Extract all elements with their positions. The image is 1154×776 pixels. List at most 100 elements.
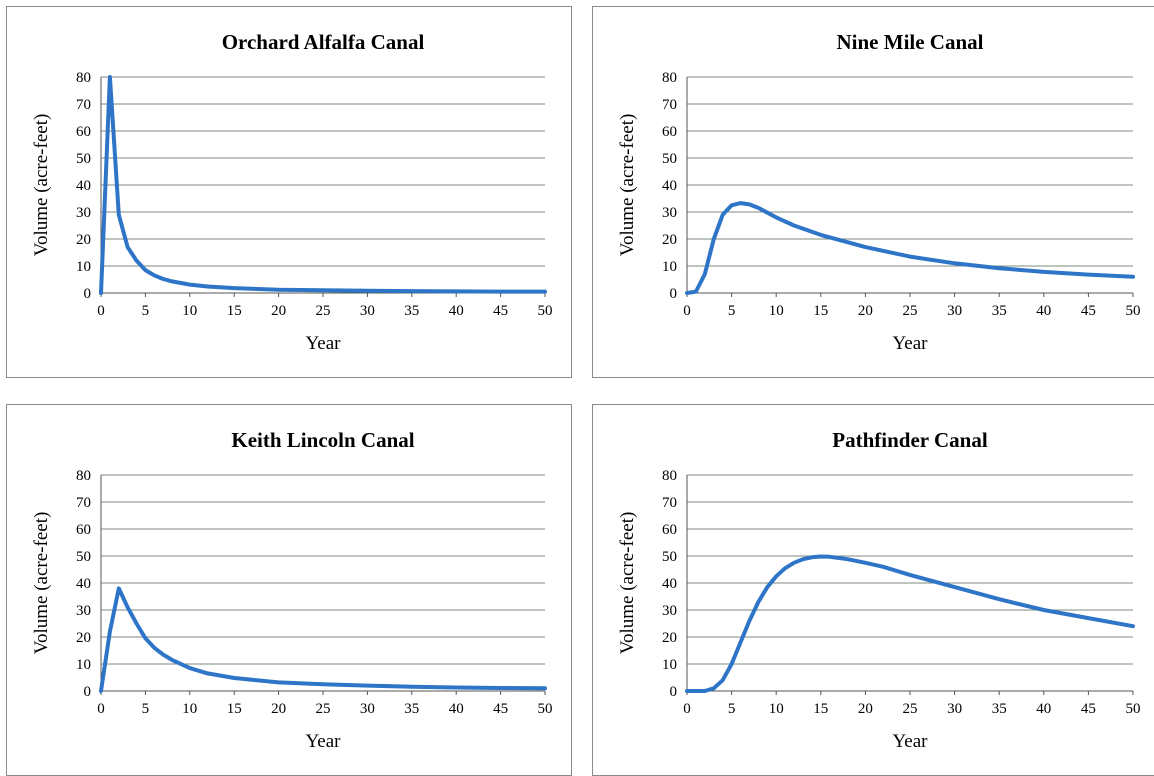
y-tick-label: 20 <box>76 232 91 248</box>
x-tick-label: 5 <box>142 701 150 717</box>
x-tick-label: 35 <box>992 701 1007 717</box>
x-tick-label: 0 <box>683 701 691 717</box>
x-tick-label: 45 <box>1081 303 1096 319</box>
y-tick-label: 80 <box>76 468 91 484</box>
y-tick-label: 60 <box>662 522 677 538</box>
y-tick-label: 50 <box>76 549 91 565</box>
chart-svg: Pathfinder Canal 0 10 20 30 40 50 60 70 80 0 5 10 15 2… <box>617 428 1141 752</box>
x-tick-label: 15 <box>227 303 242 319</box>
y-tick-label: 60 <box>76 522 91 538</box>
x-axis-label: Year <box>305 333 341 354</box>
x-tick-label: 25 <box>903 303 918 319</box>
y-tick-label: 10 <box>662 259 677 275</box>
x-tick-label: 20 <box>271 303 286 319</box>
x-tick-label: 25 <box>903 701 918 717</box>
y-axis-label: Volume (acre-feet) <box>31 512 52 655</box>
x-tick-label: 20 <box>858 303 873 319</box>
x-tick-label: 30 <box>360 303 375 319</box>
chart-keith-lincoln-canal: Keith Lincoln Canal 0 10 20 30 40 50 60 70 80 0 5 10… <box>6 404 572 776</box>
x-tick-label: 50 <box>1126 303 1141 319</box>
y-tick-label: 10 <box>662 657 677 673</box>
chart-title: Nine Mile Canal <box>837 30 984 54</box>
y-tick-label: 70 <box>76 495 91 511</box>
x-tick-label: 15 <box>813 701 828 717</box>
y-tick-label: 70 <box>662 97 677 113</box>
chart-title: Keith Lincoln Canal <box>231 428 414 452</box>
x-tick-label: 30 <box>947 303 962 319</box>
y-tick-label: 30 <box>662 603 677 619</box>
x-tick-label: 15 <box>813 303 828 319</box>
x-tick-label: 35 <box>404 701 419 717</box>
x-axis-label: Year <box>305 731 341 752</box>
x-tick-label: 35 <box>404 303 419 319</box>
y-tick-label: 0 <box>84 286 92 302</box>
series-line <box>99 75 547 295</box>
x-tick-label: 45 <box>493 701 508 717</box>
y-tick-label: 50 <box>662 151 677 167</box>
y-tick-label: 30 <box>76 603 91 619</box>
x-tick-label: 20 <box>858 701 873 717</box>
y-tick-label: 0 <box>84 684 92 700</box>
y-tick-label: 80 <box>662 468 677 484</box>
x-axis-label: Year <box>892 333 928 354</box>
y-tick-label: 20 <box>662 232 677 248</box>
x-tick-label: 50 <box>1126 701 1141 717</box>
x-tick-label: 10 <box>182 303 197 319</box>
x-tick-label: 0 <box>97 303 105 319</box>
x-tick-label: 50 <box>538 701 553 717</box>
y-tick-label: 20 <box>76 630 91 646</box>
x-tick-label: 40 <box>1036 701 1051 717</box>
x-tick-label: 50 <box>538 303 553 319</box>
x-tick-label: 5 <box>142 303 150 319</box>
chart-svg: Nine Mile Canal 0 10 20 30 40 50 60 70 80 0 5 10 15 20… <box>617 30 1141 354</box>
y-axis-label: Volume (acre-feet) <box>31 114 52 257</box>
x-tick-label: 40 <box>449 303 464 319</box>
chart-pathfinder-canal: Pathfinder Canal 0 10 20 30 40 50 60 70 80 0 5 10 15 2… <box>592 404 1154 776</box>
y-tick-label: 30 <box>662 205 677 221</box>
y-tick-label: 20 <box>662 630 677 646</box>
x-tick-label: 30 <box>947 701 962 717</box>
y-tick-label: 70 <box>662 495 677 511</box>
y-tick-label: 60 <box>76 124 91 140</box>
x-tick-label: 5 <box>728 303 736 319</box>
y-tick-label: 50 <box>662 549 677 565</box>
y-tick-label: 40 <box>662 178 677 194</box>
x-tick-label: 20 <box>271 701 286 717</box>
x-axis-label: Year <box>892 731 928 752</box>
x-tick-label: 10 <box>769 701 784 717</box>
x-tick-label: 0 <box>97 701 105 717</box>
series-line <box>685 201 1135 295</box>
y-tick-label: 50 <box>76 151 91 167</box>
y-axis-label: Volume (acre-feet) <box>617 512 638 655</box>
chart-svg: Keith Lincoln Canal 0 10 20 30 40 50 60 70 80 0 5 10… <box>31 428 553 752</box>
x-tick-label: 30 <box>360 701 375 717</box>
x-tick-label: 35 <box>992 303 1007 319</box>
y-tick-label: 40 <box>662 576 677 592</box>
y-tick-label: 80 <box>662 70 677 86</box>
chart-nine-mile-canal: Nine Mile Canal 0 10 20 30 40 50 60 70 80 0 5 10 15 20… <box>592 6 1154 378</box>
x-tick-label: 5 <box>728 701 736 717</box>
chart-orchard-alfalfa-canal: Orchard Alfalfa Canal 0 10 20 30 40 50 60 70 80 0 5… <box>6 6 572 378</box>
chart-svg: Orchard Alfalfa Canal 0 10 20 30 40 50 60 70 80 0 5… <box>31 30 553 354</box>
x-tick-label: 40 <box>1036 303 1051 319</box>
y-tick-label: 0 <box>670 684 678 700</box>
y-tick-label: 30 <box>76 205 91 221</box>
y-tick-label: 40 <box>76 178 91 194</box>
x-tick-label: 25 <box>316 701 331 717</box>
series-line <box>99 586 547 693</box>
x-tick-label: 0 <box>683 303 691 319</box>
series-line <box>685 554 1135 693</box>
y-axis-label: Volume (acre-feet) <box>617 114 638 257</box>
x-tick-label: 10 <box>182 701 197 717</box>
x-tick-label: 15 <box>227 701 242 717</box>
y-tick-label: 70 <box>76 97 91 113</box>
y-tick-label: 10 <box>76 259 91 275</box>
x-tick-label: 25 <box>316 303 331 319</box>
chart-title: Orchard Alfalfa Canal <box>222 30 425 54</box>
y-tick-label: 40 <box>76 576 91 592</box>
x-tick-label: 45 <box>1081 701 1096 717</box>
chart-title: Pathfinder Canal <box>832 428 988 452</box>
y-tick-label: 60 <box>662 124 677 140</box>
y-tick-label: 80 <box>76 70 91 86</box>
x-tick-label: 45 <box>493 303 508 319</box>
